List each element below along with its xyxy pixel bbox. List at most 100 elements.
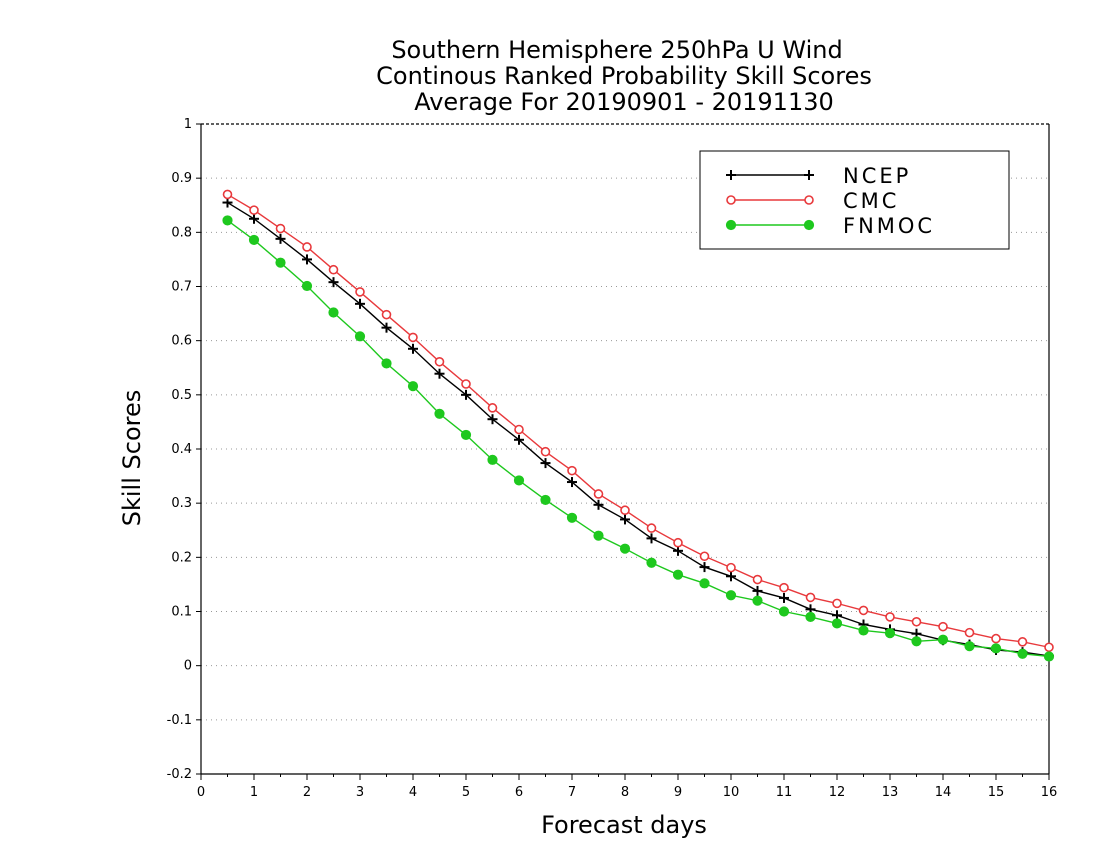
data-point-ncep — [779, 592, 789, 603]
data-point-ncep — [567, 477, 577, 488]
data-point-ncep — [328, 277, 339, 288]
data-point-ncep — [752, 585, 763, 596]
data-point-cmc — [779, 582, 789, 593]
data-point-ncep — [699, 562, 710, 573]
data-point-fnmoc — [434, 408, 445, 419]
data-point-cmc — [752, 574, 763, 585]
series-ncep — [222, 197, 1054, 661]
data-point-cmc — [461, 379, 471, 389]
data-point-fnmoc — [725, 590, 737, 601]
data-point-cmc — [487, 403, 498, 413]
chart-title: Southern Hemisphere 250hPa U Wind Contin… — [376, 36, 872, 116]
series-cmc — [222, 189, 1054, 653]
data-point-cmc — [726, 562, 736, 573]
x-tick-label: 3 — [356, 785, 364, 800]
legend-item-fnmoc: FNMOC — [725, 214, 935, 238]
series-line-fnmoc — [227, 219, 1050, 658]
data-point-cmc — [832, 598, 842, 609]
data-point-cmc — [567, 465, 577, 476]
data-point-fnmoc — [937, 634, 949, 645]
legend-label-cmc: CMC — [843, 189, 899, 213]
data-point-cmc — [964, 627, 975, 638]
data-point-cmc — [911, 616, 922, 627]
data-point-ncep — [646, 533, 657, 544]
legend-marker-left-ncep — [726, 170, 736, 180]
data-point-cmc — [991, 633, 1001, 644]
data-point-cmc — [275, 223, 286, 234]
y-axis-title: Skill Scores — [118, 390, 146, 527]
y-tick-label: 0.3 — [171, 496, 192, 511]
x-tick-label: 13 — [882, 785, 899, 800]
data-point-ncep — [593, 499, 604, 510]
data-point-fnmoc — [646, 557, 657, 568]
data-point-cmc — [858, 605, 869, 616]
x-tick-label: 8 — [621, 785, 629, 800]
chart-title-line-3: Average For 20190901 - 20191130 — [414, 88, 834, 116]
legend-marker-left-cmc — [726, 195, 736, 205]
data-point-ncep — [408, 343, 418, 354]
data-point-cmc — [699, 551, 710, 562]
data-point-ncep — [381, 322, 392, 333]
x-tick-label: 14 — [935, 785, 952, 800]
data-point-fnmoc — [752, 595, 763, 606]
data-point-fnmoc — [884, 628, 896, 639]
x-tick-label: 11 — [776, 785, 793, 800]
data-point-fnmoc — [248, 234, 260, 246]
legend-marker-right-fnmoc — [803, 219, 815, 231]
data-point-fnmoc — [778, 606, 790, 617]
x-tick-label: 15 — [988, 785, 1005, 800]
y-tick-label: 0.1 — [171, 605, 192, 620]
data-point-ncep — [487, 414, 498, 425]
series-line-cmc — [227, 193, 1050, 648]
data-point-ncep — [540, 458, 551, 469]
y-tick-label: -0.2 — [167, 767, 192, 782]
data-point-cmc — [1044, 642, 1054, 653]
x-tick-label: 4 — [409, 785, 417, 800]
data-point-ncep — [355, 298, 365, 309]
data-point-fnmoc — [831, 618, 843, 629]
data-point-ncep — [275, 233, 286, 244]
data-point-cmc — [540, 446, 551, 457]
data-point-fnmoc — [513, 475, 525, 486]
data-point-fnmoc — [1017, 648, 1028, 659]
x-tick-label: 1 — [250, 785, 258, 800]
data-point-fnmoc — [460, 429, 472, 441]
legend-label-ncep: NCEP — [843, 164, 911, 188]
y-tick-label: 1 — [184, 117, 192, 132]
data-point-fnmoc — [1043, 651, 1055, 662]
data-point-fnmoc — [964, 641, 975, 652]
data-point-cmc — [673, 537, 683, 548]
x-tick-label: 9 — [674, 785, 682, 800]
data-point-cmc — [222, 189, 233, 200]
data-point-cmc — [381, 309, 392, 320]
series-fnmoc — [222, 215, 1055, 662]
data-point-ncep — [249, 213, 259, 224]
y-tick-label: 0.5 — [171, 388, 192, 403]
y-tick-label: 0 — [184, 659, 192, 674]
data-point-fnmoc — [805, 611, 816, 623]
data-point-fnmoc — [222, 215, 233, 226]
data-point-ncep — [302, 254, 312, 265]
data-point-fnmoc — [858, 625, 869, 636]
x-axis-title: Forecast days — [541, 811, 707, 839]
x-tick-label: 6 — [515, 785, 523, 800]
data-point-cmc — [355, 287, 365, 297]
y-tick-label: 0.7 — [171, 280, 192, 295]
legend-item-cmc: CMC — [726, 189, 899, 213]
data-point-fnmoc — [487, 454, 498, 465]
legend-label-fnmoc: FNMOC — [843, 214, 935, 238]
y-tick-label: 0.9 — [171, 171, 192, 186]
data-point-fnmoc — [407, 381, 419, 392]
data-point-cmc — [302, 242, 312, 252]
data-point-cmc — [434, 356, 445, 367]
x-tick-label: 12 — [829, 785, 846, 800]
series-layer — [222, 189, 1055, 662]
data-point-fnmoc — [672, 569, 684, 580]
data-point-fnmoc — [381, 358, 392, 369]
series-line-ncep — [227, 201, 1050, 657]
gridlines — [201, 177, 1049, 721]
x-tick-label: 0 — [197, 785, 205, 800]
data-point-cmc — [620, 505, 630, 516]
